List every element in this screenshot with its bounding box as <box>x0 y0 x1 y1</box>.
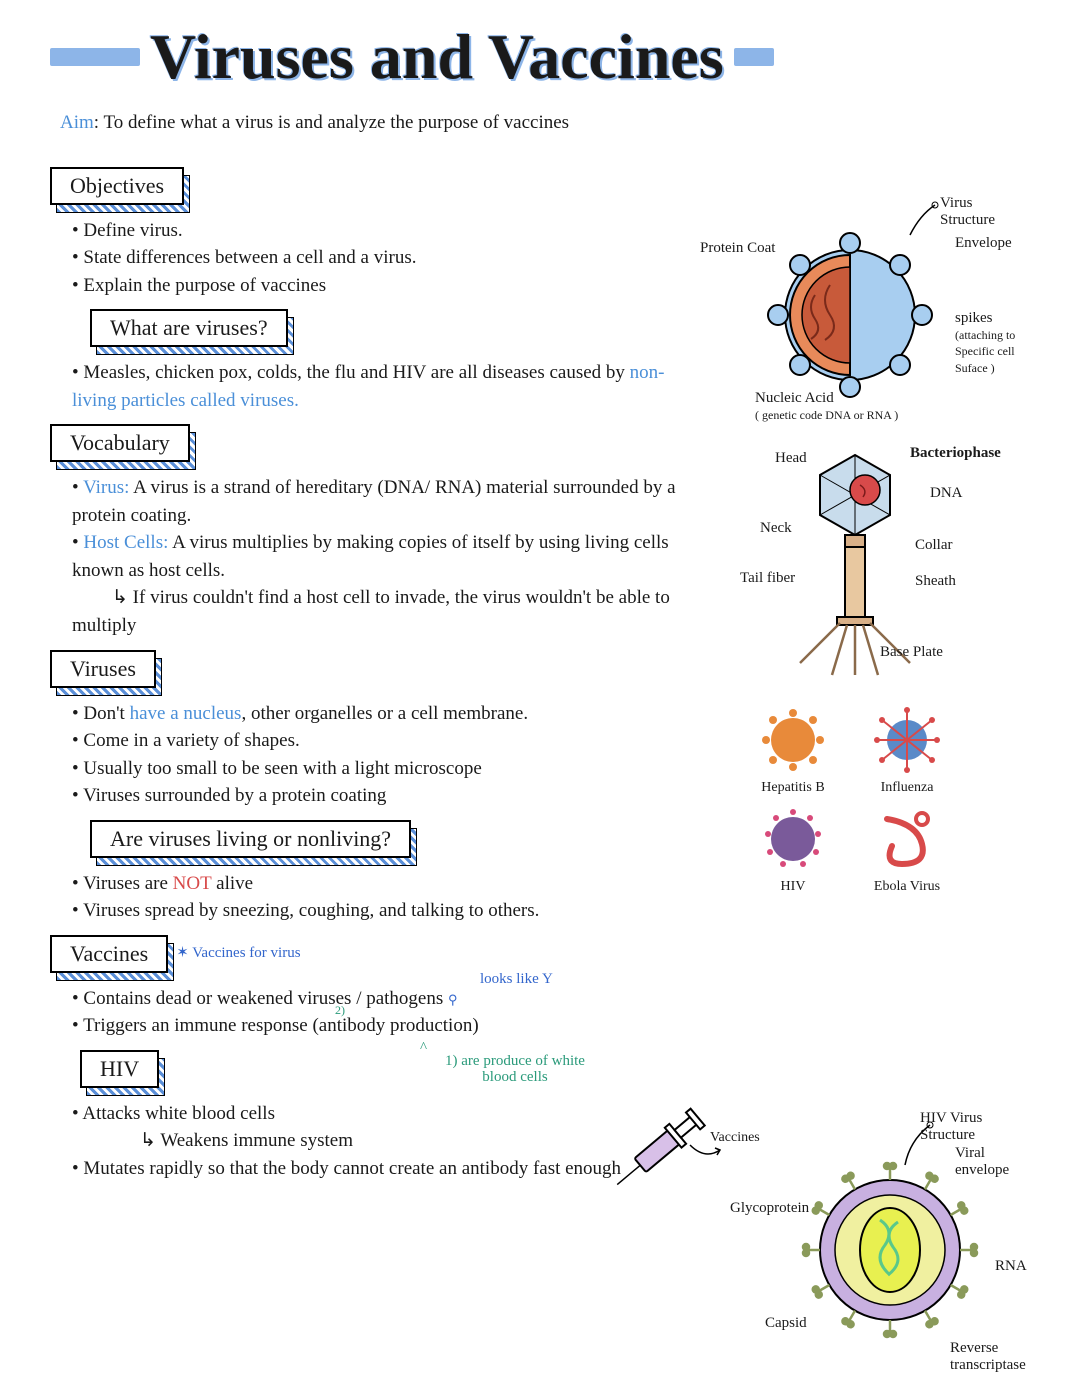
label-neck: Neck <box>760 520 792 537</box>
list-item: Viruses are NOT alive <box>72 870 690 898</box>
grid-hiv: HIV <box>740 804 846 895</box>
grid-flu: Influenza <box>854 705 960 796</box>
list-item: Measles, chicken pox, colds, the flu and… <box>72 359 690 414</box>
list-item: Mutates rapidly so that the body cannot … <box>72 1155 690 1183</box>
living-list: Viruses are NOT alive Viruses spread by … <box>50 870 690 925</box>
aim-line: Aim: To define what a virus is and analy… <box>60 109 1030 137</box>
label-nucleic: Nucleic Acid( genetic code DNA or RNA ) <box>755 390 898 424</box>
sub-item: If virus couldn't find a host cell to in… <box>72 587 670 636</box>
virus-grid: Hepatitis B Influenza HIV Ebola Virus <box>740 705 960 895</box>
label-rna: RNA <box>995 1258 1027 1275</box>
grid-ebola: Ebola Virus <box>854 804 960 895</box>
aim-label: Aim <box>60 112 94 133</box>
fig-syringe: Vaccines <box>600 1100 720 1205</box>
list-item: Attacks white blood cells <box>72 1100 690 1128</box>
list-item: Come in a variety of shapes. <box>72 727 690 755</box>
label-title: HIV Virus Structure <box>920 1110 1040 1144</box>
figures-column: Virus Structure Protein Coat Envelope sp… <box>700 195 1030 895</box>
label-dna: DNA <box>930 485 963 502</box>
list-item: Viruses spread by sneezing, coughing, an… <box>72 897 690 925</box>
heading-objectives: Objectives <box>50 167 184 205</box>
label-collar: Collar <box>915 537 953 554</box>
heading-vocab: Vocabulary <box>50 424 190 462</box>
label-capsid: Capsid <box>765 1315 807 1332</box>
page-title: Viruses and Vaccines <box>150 20 724 94</box>
label-rt: Reverse transcriptase <box>950 1340 1040 1373</box>
label-tail-fiber: Tail fiber <box>740 570 795 587</box>
list-item: Don't have a nucleus, other organelles o… <box>72 700 690 728</box>
list-item: Usually too small to be seen with a ligh… <box>72 755 690 783</box>
label-spikes: spikes(attaching to Specific cell Suface… <box>955 310 1035 376</box>
label-sheath: Sheath <box>915 573 956 590</box>
sub-item: Weakens immune system <box>100 1130 353 1151</box>
list-item: Viruses surrounded by a protein coating <box>72 782 690 810</box>
star-note: ✶ Vaccines for virus <box>176 943 300 962</box>
viruses-list: Don't have a nucleus, other organelles o… <box>50 700 690 810</box>
vocab-list: Virus: A virus is a strand of hereditary… <box>50 474 690 584</box>
fig-bacteriophage: Bacteriophase Head DNA Neck Collar Tail … <box>700 445 1030 695</box>
heading-viruses: Viruses <box>50 650 156 688</box>
list-item: Explain the purpose of vaccines <box>72 272 690 300</box>
vaccines-list: Contains dead or weakened viruses / path… <box>50 985 690 1040</box>
list-item: Define virus. <box>72 217 690 245</box>
note-1: 1) are produce of white blood cells <box>430 1053 600 1086</box>
list-item: Contains dead or weakened viruses / path… <box>72 985 690 1013</box>
heading-hiv: HIV <box>80 1050 159 1088</box>
fig-virus-structure: Virus Structure Protein Coat Envelope sp… <box>700 195 1030 425</box>
label-base-plate: Base Plate <box>880 645 943 660</box>
label-title: Virus Structure <box>940 195 1030 229</box>
title-bar: Viruses and Vaccines <box>50 20 1030 94</box>
label-glycoprotein: Glycoprotein <box>730 1200 809 1217</box>
label-title: Bacteriophase <box>910 445 1001 462</box>
list-item: Virus: A virus is a strand of hereditary… <box>72 474 690 529</box>
label-protein-coat: Protein Coat <box>700 240 775 257</box>
label-head: Head <box>775 450 807 467</box>
label-envelope: Envelope <box>955 235 1012 252</box>
heading-what-are: What are viruses? <box>90 309 288 347</box>
accent-bar-right <box>734 48 774 66</box>
objectives-list: Define virus. State differences between … <box>50 217 690 300</box>
note-looks-y: looks like Y <box>480 971 553 988</box>
heading-vaccines: Vaccines <box>50 935 168 973</box>
hiv-list: Attacks white blood cells <box>50 1100 690 1128</box>
list-item: Triggers an immune response (antibody pr… <box>72 1012 690 1040</box>
list-item: Host Cells: A virus multiplies by making… <box>72 529 690 584</box>
aim-text: : To define what a virus is and analyze … <box>94 112 569 133</box>
what-are-list: Measles, chicken pox, colds, the flu and… <box>50 359 690 414</box>
list-item: State differences between a cell and a v… <box>72 244 690 272</box>
heading-living: Are viruses living or nonliving? <box>90 820 411 858</box>
label-viral-envelope: Viral envelope <box>955 1145 1040 1179</box>
accent-bar-left <box>50 48 140 66</box>
grid-hepb: Hepatitis B <box>740 705 846 796</box>
note-caret: ^ <box>420 1040 427 1057</box>
note-2: 2) <box>335 1003 345 1018</box>
fig-hiv-structure: HIV Virus Structure Viral envelope Glyco… <box>760 1110 1040 1370</box>
